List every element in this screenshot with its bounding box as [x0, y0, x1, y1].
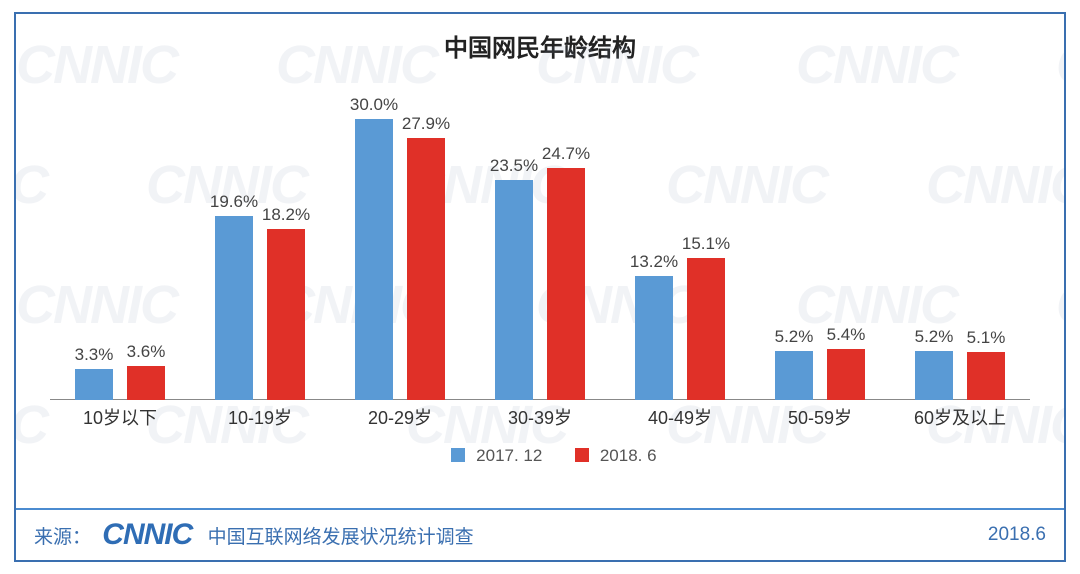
bar-value-label: 5.4%	[827, 325, 866, 345]
bar-group: 19.6%18.2%10-19岁	[196, 70, 324, 430]
cnnic-logo: CNNIC	[102, 518, 192, 552]
bar-value-label: 24.7%	[542, 144, 590, 164]
footer: 来源： CNNIC 中国互联网络发展状况统计调查 2018.6	[16, 508, 1064, 560]
bar-group: 13.2%15.1%40-49岁	[616, 70, 744, 430]
bar-pair: 13.2%15.1%	[616, 100, 744, 400]
bar-value-label: 5.1%	[967, 328, 1006, 348]
x-axis-label: 10-19岁	[196, 404, 324, 430]
source-text: 中国互联网络发展状况统计调查	[208, 522, 474, 549]
x-axis-label: 50-59岁	[756, 404, 884, 430]
bar-value-label: 30.0%	[350, 95, 398, 115]
bar-value-label: 23.5%	[490, 156, 538, 176]
bar-value-label: 3.3%	[75, 345, 114, 365]
chart-frame: CNNICCNNICCNNICCNNICCNNICCNNICCNNICCNNIC…	[14, 12, 1066, 562]
bar-series-a: 5.2%	[775, 351, 813, 400]
legend-swatch-a	[451, 448, 465, 462]
bar-series-a: 19.6%	[215, 216, 253, 400]
bar-group: 5.2% 5.1% 60岁及以上	[896, 70, 1024, 430]
bar-series-b: 24.7%	[547, 168, 585, 400]
legend: 2017. 12 2018. 6	[16, 446, 1064, 466]
legend-label-b: 2018. 6	[600, 446, 657, 465]
legend-swatch-b	[575, 448, 589, 462]
source-label: 来源：	[34, 522, 91, 549]
bar-value-label: 5.2%	[915, 327, 954, 347]
bar-value-label: 27.9%	[402, 114, 450, 134]
bar-series-b: 18.2%	[267, 229, 305, 400]
bar-series-a: 13.2%	[635, 276, 673, 400]
bar-series-a: 23.5%	[495, 180, 533, 400]
bar-series-b: 5.1%	[967, 352, 1005, 400]
x-axis-label: 10岁以下	[56, 404, 184, 430]
bar-value-label: 13.2%	[630, 252, 678, 272]
watermark-text: CNNIC	[1056, 274, 1066, 336]
watermark-text: CNNIC	[14, 154, 47, 216]
bar-pair: 23.5%24.7%	[476, 100, 604, 400]
bar-group: 3.3% 3.6% 10岁以下	[56, 70, 184, 430]
bar-group: 30.0%27.9%20-29岁	[336, 70, 464, 430]
x-axis-label: 30-39岁	[476, 404, 604, 430]
x-axis-label: 40-49岁	[616, 404, 744, 430]
bar-pair: 5.2% 5.4%	[756, 100, 884, 400]
bar-series-b: 15.1%	[687, 258, 725, 400]
bar-series-a: 30.0%	[355, 119, 393, 400]
bar-pair: 5.2% 5.1%	[896, 100, 1024, 400]
x-axis-label: 20-29岁	[336, 404, 464, 430]
chart-plot-area: 3.3%3.6%10岁以下19.6%18.2%10-19岁30.0%27.9%2…	[50, 70, 1030, 430]
bar-group: 5.2% 5.4% 50-59岁	[756, 70, 884, 430]
bar-series-b: 3.6%	[127, 366, 165, 400]
bar-value-label: 3.6%	[127, 342, 166, 362]
x-axis-label: 60岁及以上	[896, 404, 1024, 430]
chart-title: 中国网民年龄结构	[16, 28, 1064, 63]
bar-value-label: 15.1%	[682, 234, 730, 254]
bar-value-label: 19.6%	[210, 192, 258, 212]
bar-series-a: 5.2%	[915, 351, 953, 400]
bar-value-label: 18.2%	[262, 205, 310, 225]
legend-label-a: 2017. 12	[476, 446, 542, 465]
bar-pair: 3.3% 3.6%	[56, 100, 184, 400]
footer-date: 2018.6	[988, 524, 1046, 546]
bar-pair: 30.0% 27.9%	[336, 100, 464, 400]
bar-value-label: 5.2%	[775, 327, 814, 347]
bar-series-b: 5.4%	[827, 349, 865, 400]
bar-pair: 19.6%18.2%	[196, 100, 324, 400]
bar-group: 23.5%24.7%30-39岁	[476, 70, 604, 430]
bar-series-a: 3.3%	[75, 369, 113, 400]
bar-series-b: 27.9%	[407, 138, 445, 400]
